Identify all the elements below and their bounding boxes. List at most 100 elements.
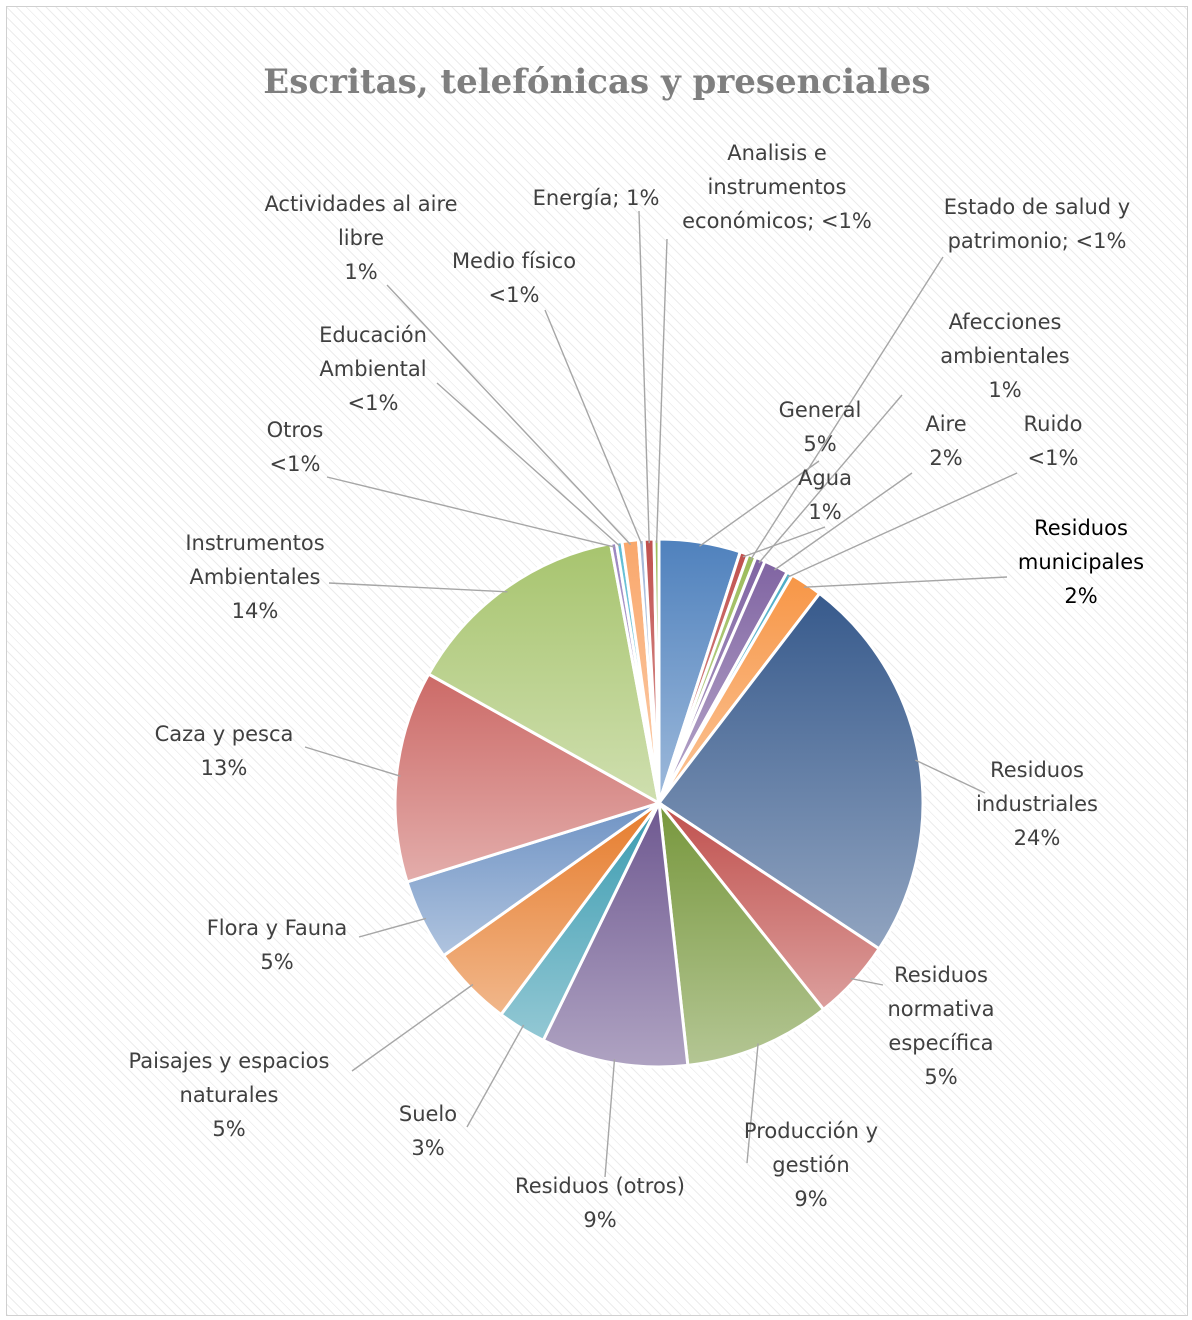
leader-line <box>466 1024 525 1128</box>
slice-label: Residuos industriales 24% <box>976 758 1098 850</box>
leader-lines <box>304 210 1018 1178</box>
pie-chart: Escritas, telefónicas y presenciales Gen… <box>129 62 1145 1232</box>
slice-label-line: 13% <box>201 756 248 780</box>
slice-label-line: Instrumentos <box>185 531 324 555</box>
slice-label-line: Actividades al aire <box>264 192 457 216</box>
leader-line <box>915 759 986 794</box>
slice-caza-y-pesca <box>393 672 663 884</box>
slice-label-line: naturales <box>180 1083 279 1107</box>
leader-line <box>436 382 621 547</box>
slice-label-line: Residuos <box>990 758 1084 782</box>
leader-line <box>326 476 615 548</box>
slice-producción-y-gestión <box>656 798 826 1068</box>
slice-label-line: Agua <box>798 466 852 490</box>
slice-label: General 5% <box>779 398 862 456</box>
slice-label-line: Afecciones <box>949 310 1062 334</box>
slice-label-line: Estado de salud y <box>944 195 1130 219</box>
slice-label-line: 1% <box>344 260 377 284</box>
slice-label: Suelo 3% <box>399 1102 457 1160</box>
leader-line <box>699 460 820 547</box>
leader-line <box>604 1059 616 1178</box>
slice-labels: General 5% Agua 1% Estado de salud y patrimon… <box>129 141 1145 1232</box>
slice-label-line: <1% <box>348 391 399 415</box>
slice-label-line: 2% <box>1064 584 1097 608</box>
slice-label-line: Ruido <box>1024 412 1083 436</box>
slice-label-line: 1% <box>988 378 1021 402</box>
slice-label: Analisis e instrumentos económicos; <1% <box>682 141 872 233</box>
slice-label-line: Caza y pesca <box>155 722 294 746</box>
slice-label-line: <1% <box>489 283 540 307</box>
slice-label-line: Energía; 1% <box>533 186 660 210</box>
leader-line <box>803 576 1008 588</box>
slice-label-line: 9% <box>583 1208 616 1232</box>
slice-label-line: Ambiental <box>319 357 426 381</box>
slice-label-line: Analisis e <box>727 141 827 165</box>
slice-label: Medio físico <1% <box>452 249 576 307</box>
slice-label-line: Otros <box>267 418 324 442</box>
slice-label: Caza y pesca 13% <box>155 722 294 780</box>
slice-residuos-industriales <box>656 591 925 951</box>
slice-label-line: específica <box>888 1031 993 1055</box>
slice-label-line: municipales <box>1018 550 1144 574</box>
leader-line <box>750 256 944 561</box>
slice-label-line: Residuos <box>894 963 988 987</box>
slice-label: Residuos normativa específica 5% <box>887 963 994 1089</box>
slices-layer <box>393 537 925 1069</box>
slice-label-line: patrimonio; <1% <box>948 229 1127 253</box>
slice-label-line: 5% <box>924 1065 957 1089</box>
slice-label-line: Educación <box>319 323 427 347</box>
slice-label-line: General <box>779 398 862 422</box>
slice-label: Instrumentos Ambientales 14% <box>185 531 324 623</box>
slice-label-line: Residuos (otros) <box>515 1174 685 1198</box>
slice-label-line: 3% <box>411 1136 444 1160</box>
slice-label-line: 5% <box>212 1117 245 1141</box>
slice-label-line: Aire <box>925 412 966 436</box>
chart-title: Escritas, telefónicas y presenciales <box>263 62 930 102</box>
slice-label-line: 24% <box>1014 826 1061 850</box>
slice-label: Residuos municipales 2% <box>1018 516 1144 608</box>
slice-label: Residuos (otros) 9% <box>515 1174 685 1232</box>
slice-label: Flora y Fauna 5% <box>207 916 348 974</box>
leader-line <box>386 284 632 546</box>
leader-line <box>787 472 1018 578</box>
slice-label: Actividades al aire libre 1% <box>264 192 457 284</box>
leader-line <box>655 238 668 544</box>
slice-label: Estado de salud y patrimonio; <1% <box>944 195 1130 253</box>
slice-label: Agua 1% <box>798 466 852 524</box>
slice-label-line: 1% <box>808 500 841 524</box>
slice-label-line: Suelo <box>399 1102 457 1126</box>
slice-label-line: Medio físico <box>452 249 576 273</box>
chart-frame: Escritas, telefónicas y presenciales Gen… <box>6 6 1188 1316</box>
leader-line <box>351 983 474 1072</box>
slice-label-line: Producción y <box>744 1119 878 1143</box>
slice-label-line: libre <box>338 226 384 250</box>
slice-label: Aire 2% <box>925 412 966 470</box>
slice-instrumentos-ambientales <box>426 541 662 806</box>
slice-label-line: Flora y Fauna <box>207 916 348 940</box>
slice-label: Ruido <1% <box>1024 412 1083 470</box>
slice-label-line: 5% <box>260 950 293 974</box>
leader-line <box>304 746 401 777</box>
slice-label-line: Paisajes y espacios <box>129 1049 330 1073</box>
slice-label: Producción y gestión 9% <box>744 1119 878 1211</box>
leader-line <box>328 582 508 593</box>
slice-label-line: normativa <box>887 997 994 1021</box>
slice-label-line: gestión <box>772 1153 849 1177</box>
slice-label-line: 5% <box>803 432 836 456</box>
leader-line <box>746 1043 759 1164</box>
leader-line <box>850 977 884 986</box>
slice-label: Afecciones ambientales 1% <box>940 310 1070 402</box>
slice-label: Paisajes y espacios naturales 5% <box>129 1049 330 1141</box>
slice-label: Otros <1% <box>267 418 324 476</box>
slice-label-line: <1% <box>270 452 321 476</box>
leader-line <box>742 526 826 558</box>
slice-label-line: Ambientales <box>189 565 320 589</box>
slice-label-line: económicos; <1% <box>682 209 872 233</box>
slice-label-line: 2% <box>929 446 962 470</box>
leader-line <box>638 210 650 544</box>
leader-line <box>358 917 427 938</box>
slice-label-line: Residuos <box>1034 516 1128 540</box>
slice-label-line: industriales <box>976 792 1098 816</box>
leader-line <box>773 472 913 571</box>
slice-label-line: <1% <box>1028 446 1079 470</box>
